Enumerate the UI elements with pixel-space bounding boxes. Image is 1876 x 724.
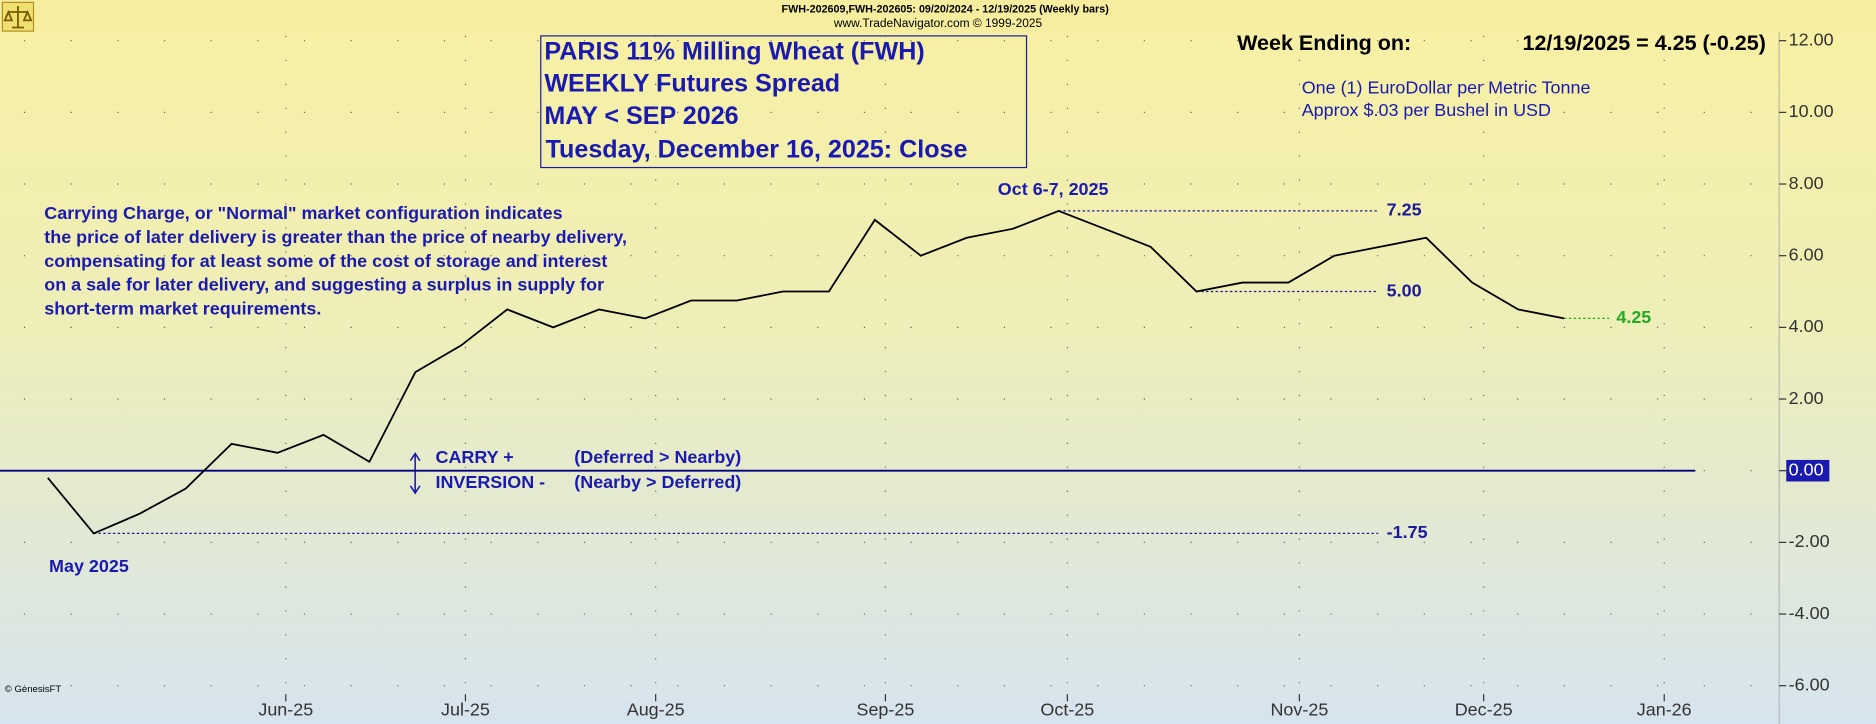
reference-label: 4.25 bbox=[1616, 307, 1651, 327]
plot: -6.00 -4.00 -2.00 0.00 2.00 4.00 6.00 8.00 10.00… bbox=[0, 29, 1834, 724]
carry-label: CARRY + bbox=[436, 447, 514, 467]
description-line: compensating for at least some of the co… bbox=[44, 251, 607, 271]
x-tick-label: Jul-25 bbox=[441, 700, 490, 720]
y-tick-label: 8.00 bbox=[1789, 173, 1824, 193]
y-tick-label: -4.00 bbox=[1789, 603, 1830, 623]
header-band bbox=[0, 0, 1876, 33]
carry-label: INVERSION - bbox=[436, 472, 546, 492]
y-tick-highlight bbox=[1786, 459, 1830, 482]
reference-label: 7.25 bbox=[1387, 200, 1422, 220]
y-tick-label: 2.00 bbox=[1789, 388, 1824, 408]
series-line bbox=[47, 209, 1565, 535]
x-tick-label: Sep-25 bbox=[856, 700, 914, 720]
y-tick-label: -2.00 bbox=[1789, 531, 1830, 551]
annotation: May 2025 bbox=[49, 556, 129, 576]
description-line: on a sale for later delivery, and sugges… bbox=[44, 275, 604, 295]
carry-note: (Deferred > Nearby) bbox=[574, 447, 741, 467]
y-tick-label: 10.00 bbox=[1789, 101, 1834, 121]
title-box bbox=[540, 35, 1028, 169]
title-line: Tuesday, December 16, 2025: Close bbox=[546, 135, 968, 163]
units-note: One (1) EuroDollar per Metric Tonne bbox=[1302, 77, 1591, 97]
week-ending-label: Week Ending on: bbox=[1237, 31, 1411, 55]
header-line: FWH-202609,FWH-202605: 09/20/2024 - 12/1… bbox=[782, 3, 1110, 15]
title-line: WEEKLY Futures Spread bbox=[544, 70, 840, 98]
y-tick-label: 6.00 bbox=[1789, 244, 1824, 264]
x-tick-label: Jan-26 bbox=[1637, 700, 1692, 720]
x-tick-label: Jun-25 bbox=[258, 700, 313, 720]
reference-label: -1.75 bbox=[1387, 522, 1428, 542]
units-note: Approx $.03 per Bushel in USD bbox=[1302, 100, 1551, 120]
credit: © GenesisFT bbox=[5, 684, 62, 695]
carry-arrow bbox=[409, 452, 421, 495]
carry-note: (Nearby > Deferred) bbox=[574, 472, 741, 492]
x-tick-label: Dec-25 bbox=[1455, 700, 1513, 720]
x-tick-label: Aug-25 bbox=[627, 700, 685, 720]
description-line: short-term market requirements. bbox=[44, 299, 321, 319]
title-line: MAY < SEP 2026 bbox=[544, 102, 738, 130]
description-line: Carrying Charge, or "Normal" market conf… bbox=[44, 203, 562, 223]
reference-label: 5.00 bbox=[1387, 280, 1422, 300]
title-line: PARIS 11% Milling Wheat (FWH) bbox=[544, 37, 924, 65]
header-line: www.TradeNavigator.com © 1999-2025 bbox=[833, 16, 1043, 30]
y-tick-label: 4.00 bbox=[1789, 316, 1824, 336]
week-ending-value: 12/19/2025 = 4.25 (-0.25) bbox=[1523, 31, 1766, 55]
y-tick-label: -6.00 bbox=[1789, 674, 1830, 694]
y-tick-label: 0.00 bbox=[1789, 459, 1824, 479]
description-line: the price of later delivery is greater t… bbox=[44, 227, 627, 247]
logo bbox=[1, 1, 35, 32]
x-tick-label: Nov-25 bbox=[1270, 700, 1328, 720]
y-tick-label: 12.00 bbox=[1789, 29, 1834, 49]
x-tick-label: Oct-25 bbox=[1040, 700, 1094, 720]
annotation: Oct 6-7, 2025 bbox=[998, 179, 1109, 199]
